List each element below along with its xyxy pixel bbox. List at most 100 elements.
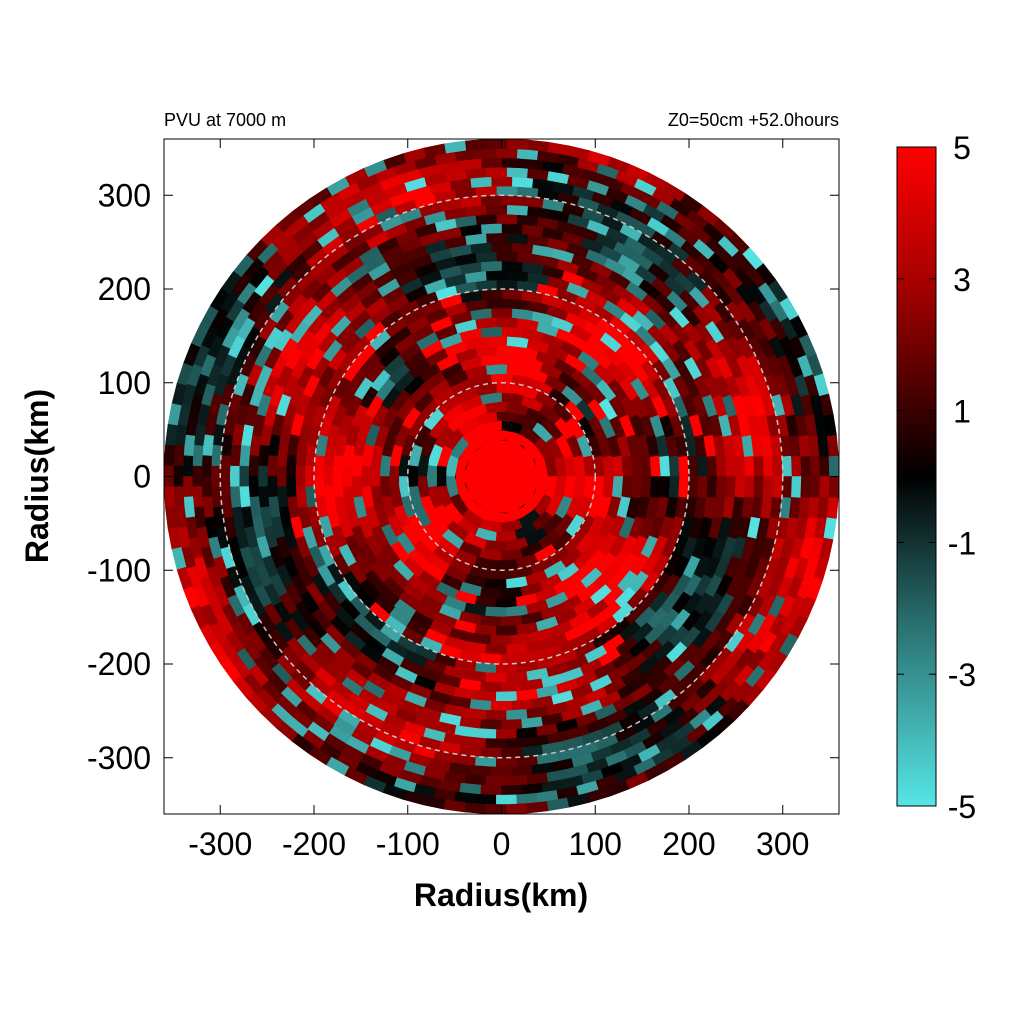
field-cell: [495, 794, 518, 805]
field-cell: [800, 476, 812, 498]
field-cell: [819, 476, 830, 498]
field-cell: [809, 476, 821, 498]
field-cell: [495, 345, 518, 356]
field-cell: [526, 139, 549, 152]
field-cell: [819, 455, 830, 477]
field-cell: [485, 166, 508, 178]
y-axis-label: Radius(km): [19, 389, 55, 563]
y-tick-label: 300: [98, 177, 151, 213]
field-cell: [490, 700, 513, 711]
field-cell: [490, 242, 513, 252]
field-cell: [791, 476, 802, 498]
field-cell: [501, 653, 523, 665]
field-cell: [495, 185, 518, 197]
field-cell: [480, 653, 502, 665]
field-cell: [485, 738, 508, 749]
field-cell: [485, 578, 508, 590]
field-cell: [501, 747, 523, 759]
range-ring-200: [313, 288, 690, 665]
field-cell: [285, 476, 297, 498]
field-cell: [485, 363, 508, 375]
x-tick-label: -300: [188, 826, 252, 862]
field-cell: [501, 223, 523, 234]
field-cell: [495, 691, 518, 702]
field-cell: [506, 166, 528, 178]
field-cell: [485, 232, 508, 243]
field-cell: [725, 455, 737, 477]
field-cell: [164, 486, 176, 509]
field-cell: [495, 728, 518, 740]
field-cell: [715, 455, 727, 477]
field-cell: [501, 681, 523, 693]
field-cell: [772, 455, 784, 477]
field-cell: [480, 194, 502, 206]
axis-ticks: [164, 139, 839, 814]
field-cell: [506, 232, 529, 244]
field-cell: [696, 476, 709, 499]
field-cell: [501, 784, 523, 796]
field-cell: [480, 747, 502, 759]
x-tick-label: 300: [756, 826, 809, 862]
field-cell: [485, 335, 508, 347]
field-cell: [485, 269, 508, 281]
field-cell: [285, 455, 297, 477]
field-cell: [800, 455, 812, 477]
field-cell: [706, 455, 718, 477]
field-cell: [526, 801, 549, 814]
x-tick-label: 200: [662, 826, 715, 862]
field-cell: [475, 793, 497, 805]
field-cell: [715, 476, 727, 498]
field-cell: [182, 476, 194, 498]
y-tick-labels: 300 200 100 0 -100 -200 -300: [87, 177, 151, 776]
field-cell: [480, 223, 502, 234]
field-cell: [649, 454, 662, 477]
field-cell: [490, 176, 513, 187]
field-cell: [668, 476, 680, 498]
field-cell: [426, 464, 437, 489]
field-cell: [276, 465, 287, 488]
field-cell: [489, 440, 514, 451]
field-cell: [210, 465, 221, 488]
field-cell: [809, 455, 821, 477]
field-cell: [490, 373, 513, 384]
field-cell: [480, 260, 502, 272]
field-cell: [469, 765, 492, 777]
field-cell: [791, 455, 802, 477]
chart-title-left: PVU at 7000 m: [164, 110, 286, 130]
field-cell: [501, 260, 523, 272]
field-cell: [753, 476, 765, 498]
field-cell: [506, 737, 529, 749]
field-cell: [659, 476, 671, 498]
field-cell: [640, 476, 652, 499]
field-cell: [485, 775, 508, 787]
field-cell: [511, 765, 534, 777]
field-cell: [173, 465, 184, 488]
field-cell: [480, 157, 502, 169]
field-cell: [734, 476, 746, 498]
field-cell: [332, 455, 344, 477]
field-cell: [485, 803, 508, 814]
field-cell: [485, 298, 508, 309]
field-cell: [630, 476, 643, 499]
field-cell: [474, 756, 497, 768]
field-cell: [649, 476, 662, 499]
field-cell: [408, 465, 419, 488]
x-tick-label: -200: [282, 826, 346, 862]
field-cell: [182, 455, 194, 477]
field-cell: [475, 148, 497, 160]
y-tick-label: 200: [98, 271, 151, 307]
field-cell: [706, 476, 718, 498]
field-cell: [744, 476, 755, 498]
field-cell: [495, 756, 518, 768]
y-tick-label: -200: [87, 646, 151, 682]
field-cell: [495, 559, 519, 571]
colorbar-tick-label: 1: [953, 394, 971, 430]
field-cell: [826, 496, 839, 519]
field-cell: [495, 625, 518, 637]
field-cell: [480, 681, 502, 693]
field-cell: [501, 719, 523, 730]
field-cell: [323, 465, 334, 488]
field-cell: [192, 465, 202, 488]
field-cell: [219, 455, 231, 477]
field-cell: [495, 279, 518, 290]
